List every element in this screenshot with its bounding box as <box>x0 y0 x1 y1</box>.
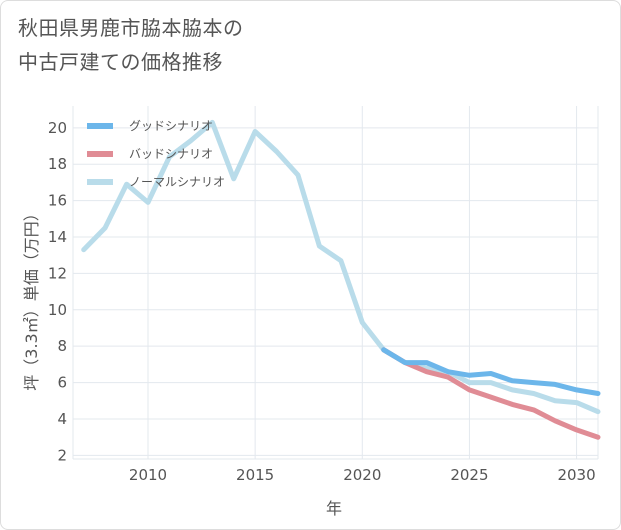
x-tick-label: 2030 <box>557 466 595 484</box>
series-line-1 <box>381 347 601 396</box>
grid-lines <box>72 106 599 460</box>
x-tick-label: 2020 <box>343 466 381 484</box>
x-axis-label: 年 <box>326 499 342 518</box>
y-tick-label: 16 <box>48 192 67 210</box>
y-tick-label: 14 <box>48 228 67 246</box>
y-tick-label: 10 <box>48 301 67 319</box>
y-axis-label: 坪（3.3㎡）単価（万円） <box>22 205 41 390</box>
y-tick-labels: 2 4 6 8 10 12 14 16 18 20 <box>48 119 67 465</box>
y-tick-label: 2 <box>57 446 67 464</box>
chart-title-line1: 秋田県男鹿市脇本脇本の <box>18 16 244 40</box>
y-tick-label: 18 <box>48 155 67 173</box>
y-tick-label: 6 <box>57 374 67 392</box>
x-tick-label: 2025 <box>450 466 488 484</box>
x-tick-labels: 2010 2015 2020 2025 2030 <box>129 466 596 484</box>
x-tick-label: 2015 <box>236 466 274 484</box>
y-tick-label: 12 <box>48 264 67 282</box>
series-line-2 <box>381 347 601 440</box>
y-tick-label: 4 <box>57 410 67 428</box>
chart-title-line2: 中古戸建ての価格推移 <box>18 50 223 74</box>
legend-label: バッドシナリオ <box>129 147 213 161</box>
chart-title: 秋田県男鹿市脇本脇本の 中古戸建ての価格推移 <box>18 11 244 79</box>
series-lines <box>81 119 601 440</box>
y-tick-label: 8 <box>57 337 67 355</box>
legend-label: ノーマルシナリオ <box>129 175 225 189</box>
legend-label: グッドシナリオ <box>129 119 213 133</box>
x-tick-label: 2010 <box>129 466 167 484</box>
series-line-3 <box>81 119 601 415</box>
y-tick-label: 20 <box>48 119 67 137</box>
